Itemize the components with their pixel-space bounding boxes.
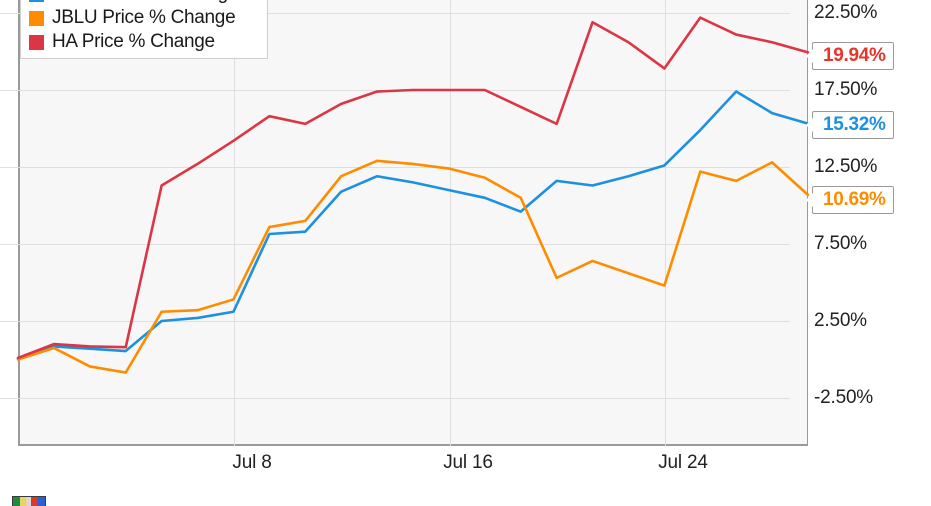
series-line-jblu (16, 159, 810, 374)
legend-swatch-icon (29, 10, 44, 26)
legend-item-ha: HA Price % Change (29, 30, 259, 54)
gridline-horizontal (0, 13, 790, 14)
x-axis-tick: Jul 24 (658, 452, 708, 473)
legend-swatch-icon (29, 34, 44, 50)
value-callout-algt: 15.32% (805, 111, 894, 139)
legend-item-label: JBLU Price % Change (52, 7, 236, 28)
x-axis-tick: Jul 8 (232, 452, 272, 473)
series-canvas (16, 16, 810, 374)
legend-item-label: HA Price % Change (52, 31, 215, 52)
legend: ALGT Price % Change JBLU Price % Change … (20, 0, 268, 59)
gridline-vertical (450, 0, 451, 446)
fool-logo-icon (12, 496, 46, 506)
legend-item-label: ALGT Price % Change (52, 0, 238, 5)
legend-item-jblu: JBLU Price % Change (29, 6, 259, 30)
gridline-horizontal (0, 244, 790, 245)
x-axis-tick: Jul 16 (443, 452, 493, 473)
value-callout-jblu: 10.69% (805, 186, 894, 214)
gridline-vertical (234, 0, 235, 446)
gridline-vertical (665, 0, 666, 446)
value-callout-ha: 19.94% (805, 42, 894, 70)
y-axis-line (18, 0, 20, 446)
y-axis-tick: 12.50% (814, 156, 878, 177)
series-line-ha (16, 16, 810, 360)
legend-item-algt: ALGT Price % Change (29, 0, 259, 6)
y-axis-tick: -2.50% (814, 387, 874, 408)
y-axis-tick: 2.50% (814, 310, 867, 331)
series-line-algt (16, 90, 810, 361)
y-axis-tick: 7.50% (814, 233, 867, 254)
gridline-horizontal (0, 167, 790, 168)
gridline-horizontal (0, 398, 790, 399)
y-axis-tick: 22.50% (814, 2, 878, 23)
gridline-horizontal (0, 321, 790, 322)
legend-swatch-icon (29, 0, 44, 2)
y-axis-tick: 17.50% (814, 79, 878, 100)
plot-area (18, 0, 808, 446)
